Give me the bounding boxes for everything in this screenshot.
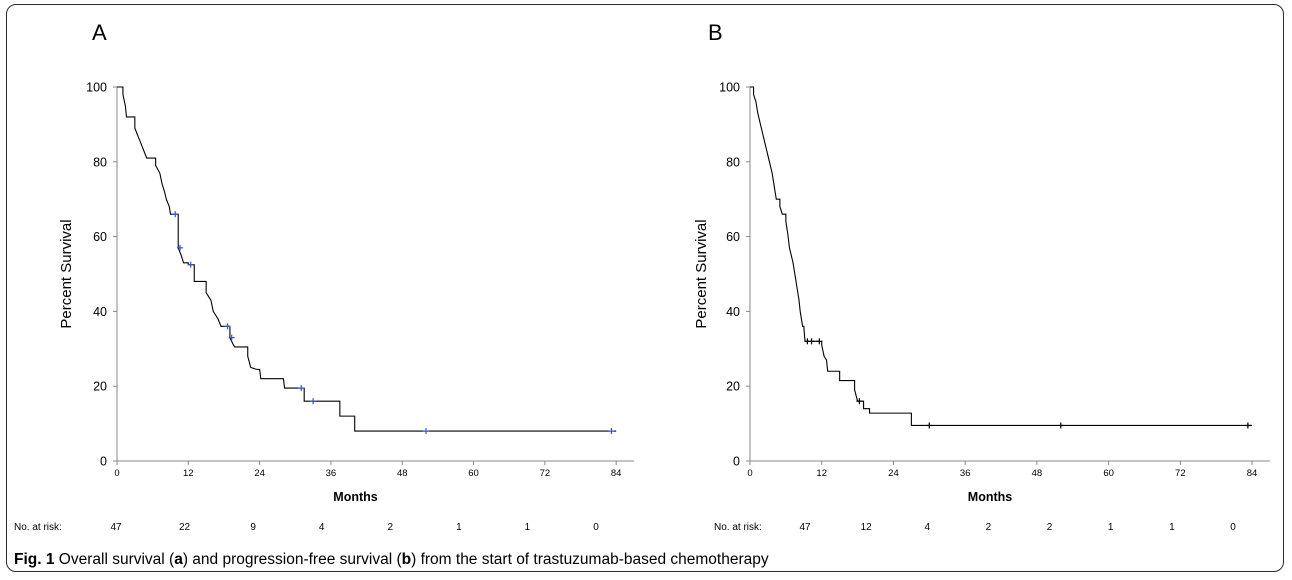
- x-tick-label: 24: [254, 468, 265, 479]
- risk-table-value: 47: [799, 522, 811, 533]
- y-tick-label: 100: [86, 81, 107, 95]
- risk-table-value: 22: [179, 522, 191, 533]
- censor-mark: [224, 323, 231, 330]
- y-tick-label: 80: [726, 155, 740, 169]
- censor-mark: [187, 261, 194, 268]
- figure-frame: [6, 4, 1284, 572]
- censor-mark: [926, 422, 933, 429]
- survival-curve: [750, 86, 1253, 427]
- censor-mark: [423, 428, 430, 435]
- y-axis-label: Percent Survival: [693, 219, 710, 328]
- x-tick-label: 72: [540, 468, 551, 479]
- y-tick-label: 60: [726, 230, 740, 244]
- x-tick-label: 0: [747, 468, 752, 479]
- y-tick-label: 20: [726, 380, 740, 394]
- y-tick-label: 80: [93, 155, 107, 169]
- risk-table-value: 4: [319, 522, 325, 533]
- caption-text: Overall survival (: [54, 551, 175, 568]
- risk-table-value: 1: [456, 522, 462, 533]
- y-tick-label: 20: [93, 380, 107, 394]
- x-axis-label: Months: [333, 490, 377, 504]
- y-tick-label: 60: [93, 230, 107, 244]
- risk-table-value: 4: [925, 522, 931, 533]
- survival-curve: [117, 86, 617, 432]
- y-axis-label: Percent Survival: [58, 219, 75, 328]
- risk-table-value: 1: [525, 522, 531, 533]
- risk-table-value: 1: [1108, 522, 1114, 533]
- x-tick-label: 48: [1032, 468, 1043, 479]
- x-tick-label: 36: [960, 468, 971, 479]
- x-tick-label: 12: [183, 468, 194, 479]
- censor-mark: [172, 211, 179, 218]
- caption-text: b: [401, 551, 412, 568]
- risk-table-label: No. at risk:: [714, 522, 762, 533]
- censor-mark: [1057, 422, 1064, 429]
- x-tick-label: 24: [888, 468, 899, 479]
- x-tick-label: 84: [1247, 468, 1258, 479]
- risk-table-value: 47: [110, 522, 122, 533]
- x-tick-label: 60: [468, 468, 479, 479]
- figure-caption: Fig. 1 Overall survival (a) and progress…: [14, 551, 769, 569]
- censor-mark: [808, 338, 815, 345]
- risk-table-value: 0: [1230, 522, 1236, 533]
- x-tick-label: 48: [397, 468, 408, 479]
- risk-table-value: 2: [388, 522, 394, 533]
- y-tick-label: 40: [93, 305, 107, 319]
- risk-table-value: 2: [1047, 522, 1053, 533]
- caption-text: ) and progression-free survival (: [182, 551, 402, 568]
- x-tick-label: 60: [1103, 468, 1114, 479]
- y-tick-label: 0: [100, 455, 107, 469]
- caption-text: a: [174, 551, 183, 568]
- caption-label: Fig. 1: [14, 551, 55, 568]
- y-tick-label: 40: [726, 305, 740, 319]
- x-tick-label: 84: [611, 468, 622, 479]
- censor-mark: [816, 338, 823, 345]
- y-tick-label: 100: [719, 81, 740, 95]
- censor-mark: [228, 334, 235, 341]
- x-tick-label: 72: [1175, 468, 1186, 479]
- x-tick-label: 12: [816, 468, 827, 479]
- risk-table-value: 1: [1169, 522, 1175, 533]
- censor-mark: [310, 398, 317, 405]
- censor-mark: [298, 385, 305, 392]
- panel-label: B: [708, 20, 723, 45]
- censor-mark: [856, 398, 863, 405]
- y-tick-label: 0: [733, 455, 740, 469]
- censor-mark: [608, 428, 615, 435]
- x-tick-label: 36: [326, 468, 337, 479]
- caption-text: ) from the start of trastuzumab-based ch…: [411, 551, 769, 568]
- x-tick-label: 0: [114, 468, 119, 479]
- panel-label: A: [92, 20, 107, 45]
- risk-table-label: No. at risk:: [14, 522, 62, 533]
- censor-mark: [176, 244, 183, 251]
- x-axis-label: Months: [968, 490, 1012, 504]
- risk-table-value: 2: [986, 522, 992, 533]
- risk-table-value: 0: [593, 522, 599, 533]
- risk-table-value: 9: [250, 522, 256, 533]
- censor-mark: [1244, 422, 1251, 429]
- risk-table-value: 12: [861, 522, 873, 533]
